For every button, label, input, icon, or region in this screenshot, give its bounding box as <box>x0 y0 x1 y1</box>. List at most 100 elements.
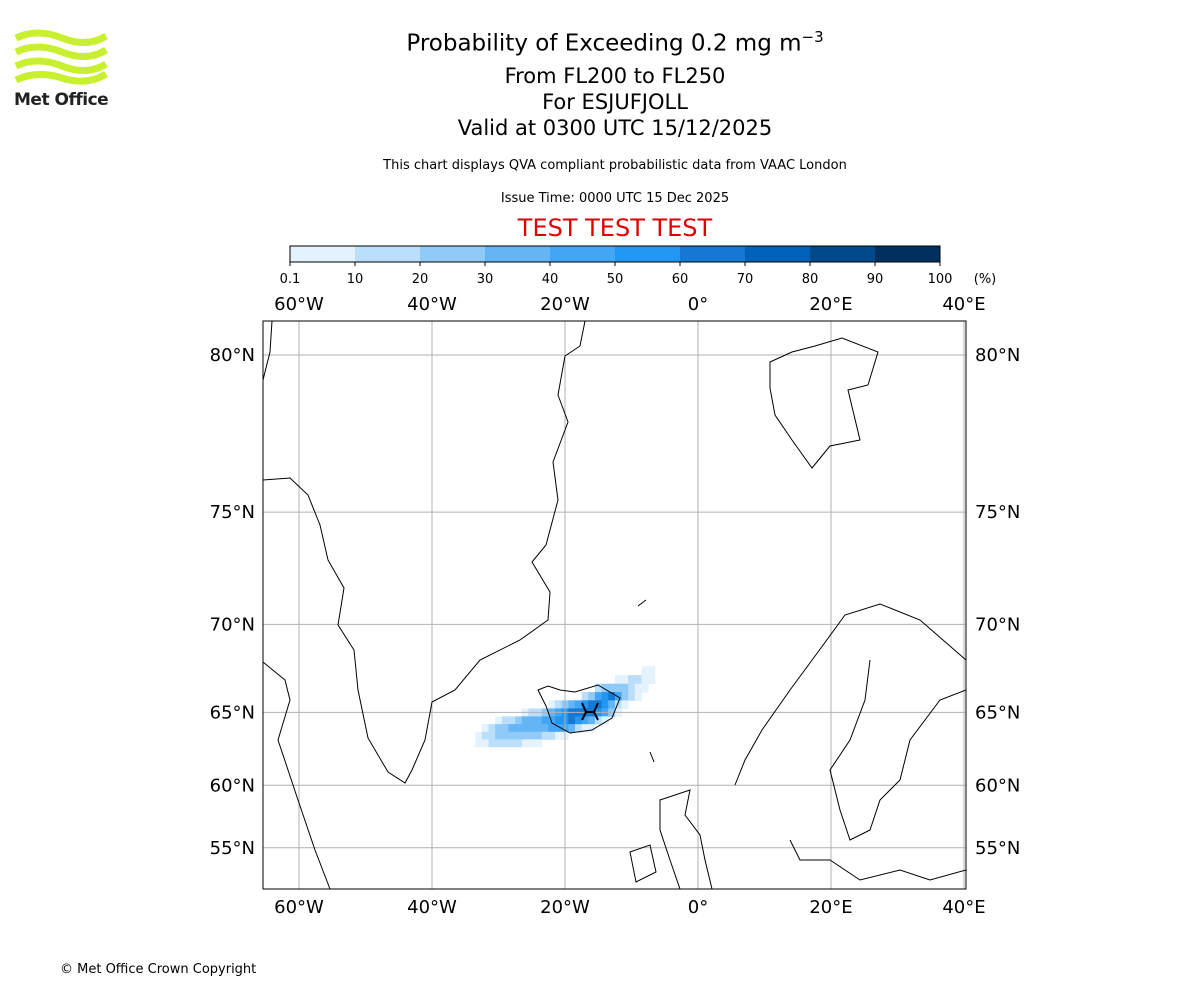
plume-cell <box>521 716 529 725</box>
plume-cell <box>555 731 563 740</box>
plume-cell <box>495 716 503 725</box>
plume-cell <box>548 731 556 740</box>
plume-cell <box>634 683 642 693</box>
plume-cell <box>535 739 543 748</box>
plume-cell <box>555 700 563 709</box>
plume-cell <box>628 692 636 701</box>
plume-cell <box>588 692 596 701</box>
axis-labels: 60°W 60°W 40°W 40°W 20°W 20°W 0° 0° 20°E 20°E 40°E… <box>210 294 1021 918</box>
plume-cell <box>555 716 563 725</box>
plume-cell <box>628 683 636 693</box>
lon-label-top: 20°W <box>540 294 590 315</box>
colorbar-swatch <box>355 246 421 262</box>
map-frame <box>262 320 967 890</box>
plume-cell <box>614 675 623 685</box>
plume-cell <box>588 716 596 725</box>
valid-time: Valid at 0300 UTC 15/12/2025 <box>457 116 773 140</box>
plume-cell <box>508 716 516 725</box>
colorbar-tick-label: 90 <box>867 272 884 287</box>
colorbar-tick-label: 40 <box>542 272 559 287</box>
plume-cell <box>594 692 603 701</box>
colorbar-swatch <box>680 246 746 262</box>
plume-cell <box>574 700 583 709</box>
plume-cell <box>515 731 523 740</box>
colorbar-swatch <box>745 246 811 262</box>
plume-cell <box>541 731 549 740</box>
plume-cell <box>601 692 609 701</box>
plume-cell <box>528 739 536 748</box>
plume-cell <box>475 739 483 748</box>
plume-cell <box>594 683 603 693</box>
plume-cell <box>535 731 543 740</box>
lat-label-left: 80°N <box>210 345 255 366</box>
lat-label-right: 60°N <box>975 775 1020 796</box>
plume-cell <box>614 683 623 693</box>
plume-cell <box>601 683 609 693</box>
gridlines <box>263 321 966 889</box>
plume-cell <box>641 666 649 676</box>
plume-cell <box>501 724 509 733</box>
issue-time: Issue Time: 0000 UTC 15 Dec 2025 <box>500 191 730 206</box>
colorbar-swatch <box>420 246 486 262</box>
plume-cell <box>501 739 509 748</box>
lat-label-right: 65°N <box>975 702 1020 723</box>
plume-cell <box>568 716 576 725</box>
colorbar-tick-label: 60 <box>672 272 689 287</box>
coastlines <box>263 321 966 889</box>
coast-greenland <box>263 321 586 784</box>
lon-label-top: 0° <box>688 294 708 315</box>
plume-cell <box>535 724 543 733</box>
plume-cell <box>648 675 656 685</box>
plume-cell <box>581 724 589 733</box>
lon-label-bottom: 40°W <box>407 897 457 918</box>
coast-ireland <box>629 844 657 883</box>
plume-cell <box>648 666 656 676</box>
coast-iceland <box>537 684 621 734</box>
plume-cell <box>621 700 629 709</box>
title-superscript: −3 <box>801 28 824 46</box>
colorbar-swatch <box>485 246 551 262</box>
plume-cell <box>601 716 609 725</box>
plume-cell <box>481 731 490 740</box>
lat-label-left: 70°N <box>210 614 255 635</box>
lon-label-bottom: 20°W <box>540 897 590 918</box>
colorbar-tick-label: 0.1 <box>280 272 301 287</box>
lat-label-left: 60°N <box>210 775 255 796</box>
colorbar-tick-label: 50 <box>607 272 624 287</box>
colorbar-tick-label: 10 <box>347 272 364 287</box>
copyright: © Met Office Crown Copyright <box>60 962 257 977</box>
plume-cell <box>588 700 596 709</box>
plume-cell <box>581 692 589 701</box>
plume-cell <box>621 683 629 693</box>
plume-cell <box>621 692 629 701</box>
plume-cell <box>555 724 563 733</box>
plume-cell <box>495 731 503 740</box>
plume-cell <box>541 724 549 733</box>
plume-cell <box>515 724 523 733</box>
plume-cell <box>488 724 496 733</box>
lat-label-left: 65°N <box>210 702 255 723</box>
plume-cell <box>508 724 516 733</box>
colorbar: 0.1 10 20 30 40 50 60 70 80 90 100 (%) <box>280 245 996 287</box>
colorbar-tick-label: 80 <box>802 272 819 287</box>
plume-cell <box>515 739 523 748</box>
plume-cell <box>568 700 576 709</box>
plume-cell <box>535 716 543 725</box>
plume-cell <box>634 692 642 701</box>
plume-cell <box>541 716 549 725</box>
lon-label-bottom: 0° <box>688 897 708 918</box>
plume-cell <box>621 675 629 685</box>
lat-label-right: 75°N <box>975 502 1020 523</box>
logo-waves-icon <box>14 29 108 85</box>
plume-cell <box>614 692 623 701</box>
plume-cell <box>521 724 529 733</box>
colorbar-swatch <box>875 246 941 262</box>
lon-label-bottom: 40°E <box>942 897 985 918</box>
plume-cell <box>608 700 616 709</box>
flight-levels: From FL200 to FL250 <box>504 64 726 88</box>
lon-label-top: 40°E <box>942 294 985 315</box>
plume-cell <box>548 716 556 725</box>
plume-cell <box>614 700 623 709</box>
plume-cell <box>574 716 583 725</box>
colorbar-tick-label: 20 <box>412 272 429 287</box>
